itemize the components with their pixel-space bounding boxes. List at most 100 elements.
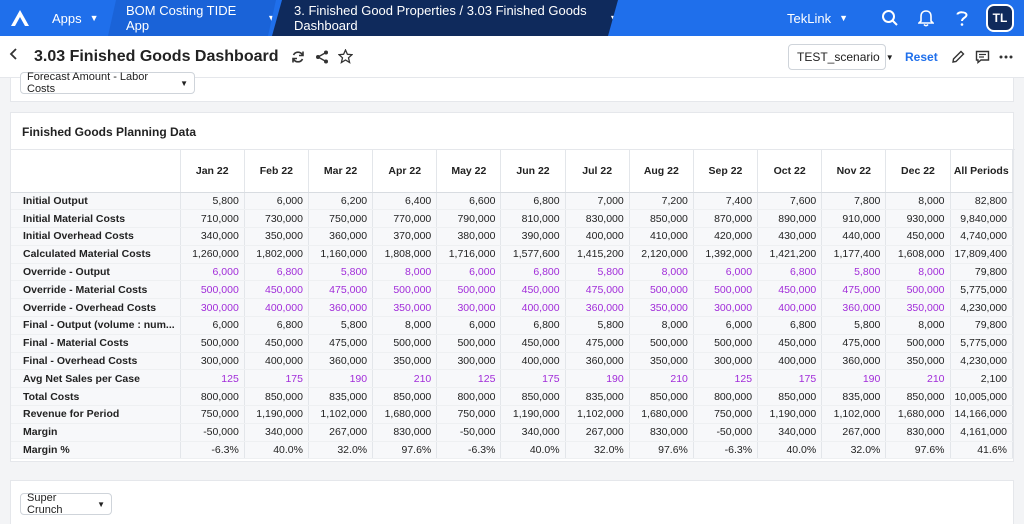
data-cell[interactable]: 475,000 <box>821 334 887 353</box>
data-cell[interactable]: 810,000 <box>500 209 566 229</box>
data-cell[interactable]: 8,000 <box>372 263 438 282</box>
data-cell[interactable]: 500,000 <box>629 334 694 353</box>
data-cell[interactable]: 500,000 <box>885 280 951 300</box>
data-cell[interactable]: 400,000 <box>244 298 309 318</box>
data-cell[interactable]: 5,800 <box>308 316 374 335</box>
reset-button[interactable]: Reset <box>905 50 938 64</box>
data-cell[interactable]: 267,000 <box>821 423 887 442</box>
data-cell[interactable]: 850,000 <box>244 387 309 407</box>
scenario-dropdown[interactable]: TEST_scenario ▼ <box>788 44 894 70</box>
data-cell[interactable]: 125 <box>693 369 759 389</box>
data-cell[interactable]: 6,600 <box>436 192 502 211</box>
data-cell[interactable]: 750,000 <box>308 209 374 229</box>
data-cell[interactable]: 350,000 <box>885 298 951 318</box>
data-cell[interactable]: 850,000 <box>500 387 566 407</box>
data-cell[interactable]: 97.6% <box>372 441 438 460</box>
more-options-icon[interactable] <box>994 46 1018 68</box>
edit-pencil-icon[interactable] <box>946 46 970 68</box>
data-cell[interactable]: 175 <box>500 369 566 389</box>
data-cell[interactable]: 835,000 <box>821 387 887 407</box>
data-cell[interactable]: 1,577,600 <box>500 245 566 264</box>
data-cell[interactable]: 6,200 <box>308 192 374 211</box>
data-cell[interactable]: 40.0% <box>244 441 309 460</box>
data-cell[interactable]: 835,000 <box>565 387 630 407</box>
data-cell[interactable]: 400,000 <box>565 227 630 246</box>
total-cell[interactable]: 2,100 <box>950 369 1014 389</box>
data-cell[interactable]: -50,000 <box>693 423 759 442</box>
data-cell[interactable]: 8,000 <box>885 192 951 211</box>
data-cell[interactable]: 97.6% <box>885 441 951 460</box>
total-cell[interactable]: 4,161,000 <box>950 423 1014 442</box>
data-cell[interactable]: 8,000 <box>885 316 951 335</box>
data-cell[interactable]: 190 <box>821 369 887 389</box>
data-cell[interactable]: 5,800 <box>565 263 630 282</box>
data-cell[interactable]: 267,000 <box>308 423 374 442</box>
data-cell[interactable]: 350,000 <box>244 227 309 246</box>
column-header[interactable]: Feb 22 <box>244 150 309 193</box>
data-cell[interactable]: -50,000 <box>436 423 502 442</box>
total-cell[interactable]: 9,840,000 <box>950 209 1014 229</box>
data-cell[interactable]: -50,000 <box>180 423 245 442</box>
data-cell[interactable]: 750,000 <box>180 405 245 424</box>
total-cell[interactable]: 14,166,000 <box>950 405 1014 424</box>
data-cell[interactable]: 8,000 <box>372 316 438 335</box>
data-cell[interactable]: 500,000 <box>180 280 245 300</box>
column-header[interactable]: Dec 22 <box>885 150 951 193</box>
data-cell[interactable]: 850,000 <box>629 209 694 229</box>
app-logo-icon[interactable] <box>0 0 40 36</box>
data-cell[interactable]: -6.3% <box>180 441 245 460</box>
data-cell[interactable]: 1,680,000 <box>885 405 951 424</box>
comment-icon[interactable] <box>970 46 994 68</box>
data-cell[interactable]: 350,000 <box>372 298 438 318</box>
data-cell[interactable]: 6,000 <box>436 316 502 335</box>
data-cell[interactable]: 360,000 <box>821 298 887 318</box>
data-cell[interactable]: 850,000 <box>757 387 823 407</box>
data-cell[interactable]: 400,000 <box>500 298 566 318</box>
tenant-selector[interactable]: TekLink ▼ <box>787 11 848 26</box>
data-cell[interactable]: 500,000 <box>629 280 694 300</box>
data-cell[interactable]: 850,000 <box>885 387 951 407</box>
data-cell[interactable]: 125 <box>180 369 245 389</box>
data-cell[interactable]: 360,000 <box>565 352 630 371</box>
data-cell[interactable]: 350,000 <box>372 352 438 371</box>
data-cell[interactable]: 7,200 <box>629 192 694 211</box>
data-cell[interactable]: 930,000 <box>885 209 951 229</box>
refresh-icon[interactable] <box>287 46 309 68</box>
data-cell[interactable]: 360,000 <box>565 298 630 318</box>
share-icon[interactable] <box>311 46 333 68</box>
data-cell[interactable]: 835,000 <box>308 387 374 407</box>
total-cell[interactable]: 4,740,000 <box>950 227 1014 246</box>
data-cell[interactable]: 500,000 <box>436 280 502 300</box>
column-header[interactable]: Oct 22 <box>757 150 823 193</box>
data-cell[interactable]: 6,800 <box>757 316 823 335</box>
data-cell[interactable]: 730,000 <box>244 209 309 229</box>
data-cell[interactable]: 300,000 <box>436 298 502 318</box>
data-cell[interactable]: 450,000 <box>757 334 823 353</box>
data-cell[interactable]: 340,000 <box>180 227 245 246</box>
data-cell[interactable]: 6,800 <box>500 316 566 335</box>
total-cell[interactable]: 79,800 <box>950 263 1014 282</box>
data-cell[interactable]: 350,000 <box>885 352 951 371</box>
data-cell[interactable]: 125 <box>436 369 502 389</box>
data-cell[interactable]: 97.6% <box>629 441 694 460</box>
column-header[interactable]: Jul 22 <box>565 150 630 193</box>
data-cell[interactable]: 175 <box>244 369 309 389</box>
data-cell[interactable]: 5,800 <box>180 192 245 211</box>
back-arrow-icon[interactable] <box>0 47 28 66</box>
data-cell[interactable]: 1,102,000 <box>308 405 374 424</box>
data-cell[interactable]: 6,000 <box>180 316 245 335</box>
data-cell[interactable]: 400,000 <box>244 352 309 371</box>
data-cell[interactable]: 450,000 <box>885 227 951 246</box>
total-cell[interactable]: 82,800 <box>950 192 1014 211</box>
data-cell[interactable]: 910,000 <box>821 209 887 229</box>
data-cell[interactable]: 5,800 <box>821 316 887 335</box>
data-cell[interactable]: 360,000 <box>308 298 374 318</box>
data-cell[interactable]: 6,000 <box>436 263 502 282</box>
column-header[interactable]: Aug 22 <box>629 150 694 193</box>
total-cell[interactable]: 10,005,000 <box>950 387 1014 407</box>
total-cell[interactable]: 17,809,400 <box>950 245 1014 264</box>
data-cell[interactable]: -6.3% <box>693 441 759 460</box>
data-cell[interactable]: 300,000 <box>693 352 759 371</box>
data-cell[interactable]: 1,802,000 <box>244 245 309 264</box>
data-cell[interactable]: 1,177,400 <box>821 245 887 264</box>
